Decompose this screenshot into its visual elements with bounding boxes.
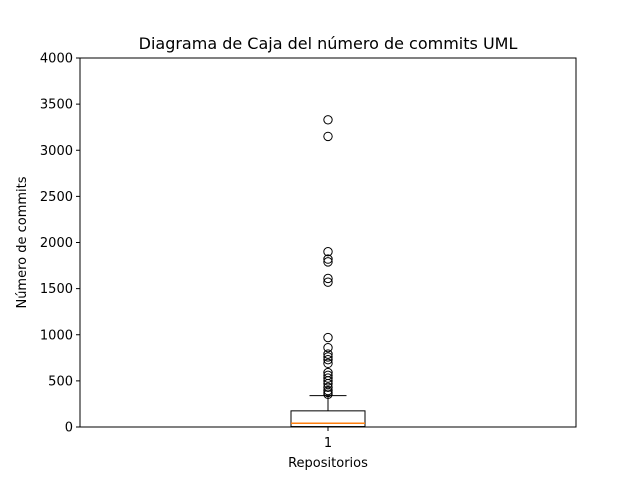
y-tick-label: 0 (65, 421, 73, 436)
y-axis-ticks: 0 500 1000 1500 2000 2500 3000 3500 4000 (40, 52, 80, 436)
outlier-point (323, 247, 333, 257)
outlier-point (323, 352, 333, 362)
outlier-point (323, 349, 333, 359)
outlier-point (323, 257, 333, 267)
x-axis-label: Repositorios (288, 456, 368, 471)
outlier-point (323, 273, 333, 284)
outlier-point (323, 382, 333, 393)
y-tick-label: 500 (48, 374, 73, 389)
x-tick-label: 1 (324, 436, 332, 451)
y-tick-label: 4000 (40, 52, 73, 67)
outlier-point (323, 131, 333, 142)
outlier-point (323, 385, 333, 396)
outlier-point (323, 367, 333, 378)
y-tick-label: 3000 (40, 144, 73, 159)
outlier-point (323, 370, 333, 381)
outlier-point (323, 332, 333, 343)
outlier-point (323, 358, 333, 369)
outlier-point (323, 373, 333, 383)
outlier-point (323, 354, 333, 365)
axes-frame (79, 57, 577, 428)
y-tick-label: 2000 (40, 236, 73, 251)
outlier-point (323, 254, 333, 264)
y-tick-label: 1000 (40, 328, 73, 343)
y-tick-label: 3500 (40, 98, 73, 113)
x-axis-ticks: 1 (324, 427, 332, 451)
outlier-point (323, 115, 333, 125)
outlier-point (323, 277, 333, 287)
y-axis-label: Número de commits (15, 176, 30, 308)
outlier-point (323, 342, 333, 353)
y-tick-label: 1500 (40, 282, 73, 297)
y-tick-label: 2500 (40, 190, 73, 205)
chart-title: Diagrama de Caja del número de commits U… (139, 34, 518, 53)
